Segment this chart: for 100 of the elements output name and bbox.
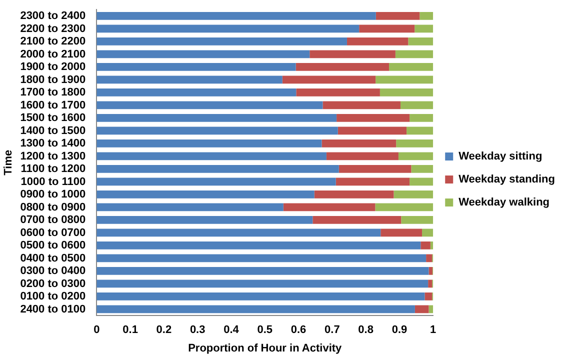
bar — [96, 305, 415, 314]
y-tick-label: 1500 to 1600 — [20, 112, 86, 124]
y-tick-label: 2400 to 0100 — [20, 303, 86, 316]
bar — [96, 203, 284, 212]
bar — [282, 76, 376, 84]
bar — [338, 165, 412, 173]
bar — [406, 126, 434, 135]
y-tick-label: 0400 to 0500 — [20, 252, 86, 264]
bar — [389, 63, 434, 71]
bar — [96, 267, 429, 275]
bar — [336, 178, 410, 186]
bar — [338, 126, 407, 135]
bar — [346, 38, 408, 46]
legend-label: Weekday sitting — [458, 150, 542, 163]
bar — [410, 178, 434, 186]
bar — [96, 12, 376, 20]
bar — [96, 216, 313, 224]
bar — [96, 140, 322, 148]
bar — [96, 228, 381, 237]
bar — [296, 88, 380, 96]
y-tick-label: 2000 to 2100 — [20, 48, 86, 60]
bar — [414, 305, 429, 314]
bar — [96, 280, 428, 288]
x-tick-label: 0.6 — [290, 324, 306, 336]
bar — [96, 101, 323, 110]
x-axis-title: Proportion of Hour in Activity — [188, 342, 343, 354]
bar — [312, 216, 402, 224]
bar — [420, 12, 434, 20]
bar — [322, 140, 396, 148]
bar — [420, 242, 430, 250]
x-tick-label: 0 — [94, 324, 100, 336]
bar — [96, 76, 282, 84]
y-tick-label: 2200 to 2300 — [20, 22, 86, 35]
bar — [414, 24, 434, 33]
bar — [96, 88, 296, 96]
bar — [424, 292, 432, 300]
bar — [96, 50, 310, 58]
bar — [428, 280, 432, 288]
bar — [296, 63, 390, 71]
y-tick-label: 1900 to 2000 — [20, 61, 86, 74]
bar — [410, 114, 434, 122]
bar — [96, 190, 314, 198]
bar — [96, 152, 326, 160]
x-tick-label: 0.3 — [190, 324, 206, 336]
y-tick-label: 0100 to 0200 — [20, 290, 86, 303]
x-tick-label: 0.7 — [324, 324, 340, 336]
bar — [96, 114, 337, 122]
bar — [283, 203, 376, 212]
bar — [310, 50, 396, 58]
bar — [96, 24, 360, 33]
bar — [411, 165, 434, 173]
bar — [376, 76, 434, 84]
bar — [380, 88, 434, 96]
bar — [428, 267, 432, 275]
y-tick-label: 1400 to 1500 — [20, 124, 86, 137]
legend-label: Weekday standing — [458, 174, 556, 186]
y-tick-label: 1600 to 1700 — [20, 99, 86, 112]
bar — [426, 254, 432, 262]
bar — [394, 190, 434, 198]
bar — [96, 178, 336, 186]
bar — [408, 38, 434, 46]
y-axis-title: Time — [2, 150, 15, 176]
bar — [314, 190, 394, 198]
bar — [422, 228, 434, 237]
y-tick-label: 1100 to 1200 — [20, 163, 86, 176]
y-tick-label: 0500 to 0600 — [20, 240, 86, 252]
y-tick-label: 0900 to 1000 — [20, 188, 86, 201]
y-tick-label: 0600 to 0700 — [20, 226, 86, 239]
y-tick-label: 0300 to 0400 — [20, 265, 86, 278]
y-tick-label: 0200 to 0300 — [20, 278, 86, 290]
y-tick-label: 0700 to 0800 — [20, 214, 86, 226]
y-tick-label: 1200 to 1300 — [20, 150, 86, 162]
y-tick-label: 1000 to 1100 — [20, 176, 86, 188]
bar — [96, 165, 339, 173]
x-tick-label: 0.4 — [224, 324, 240, 336]
bar — [395, 50, 434, 58]
x-tick-label: 0.2 — [156, 324, 172, 336]
bar — [96, 242, 421, 250]
bar — [375, 203, 434, 212]
bar — [96, 63, 296, 71]
y-tick-label: 1700 to 1800 — [20, 86, 86, 99]
bar — [398, 152, 434, 160]
bar — [326, 152, 398, 160]
bar — [376, 12, 420, 20]
x-tick-label: 0.8 — [358, 324, 374, 336]
bar — [336, 114, 410, 122]
bar — [96, 292, 425, 300]
bar — [380, 228, 422, 237]
bar — [401, 216, 434, 224]
x-tick-label: 1 — [430, 324, 436, 336]
y-tick-label: 0800 to 0900 — [20, 201, 86, 214]
bar — [322, 101, 400, 110]
bar — [359, 24, 415, 33]
bar — [428, 305, 434, 314]
bar — [400, 101, 434, 110]
legend-label: Weekday walking — [458, 196, 550, 209]
y-tick-label: 1300 to 1400 — [20, 138, 86, 150]
x-tick-label: 0.1 — [122, 324, 138, 336]
bar — [96, 254, 426, 262]
y-tick-label: 1800 to 1900 — [20, 74, 86, 86]
